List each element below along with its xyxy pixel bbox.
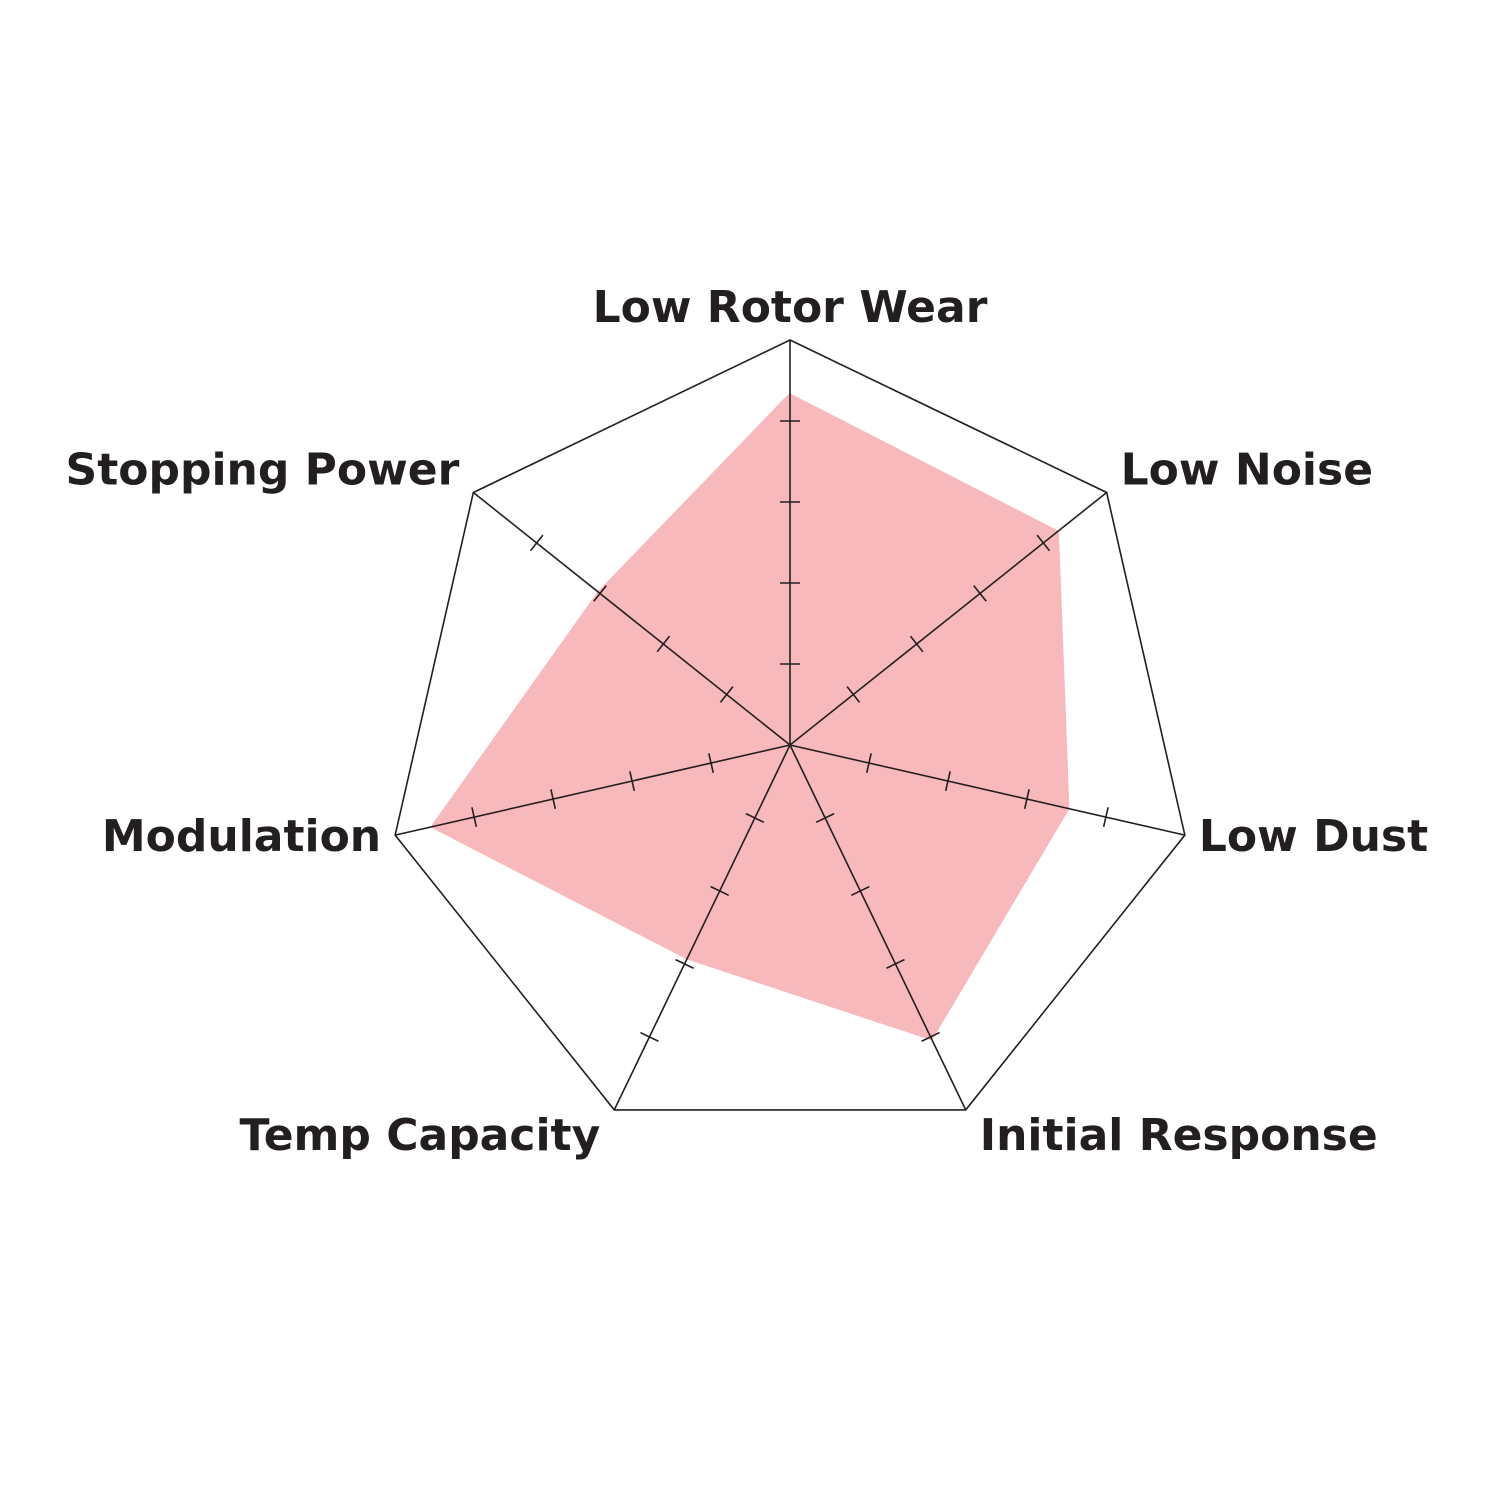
axis-label: Low Rotor Wear bbox=[593, 282, 988, 333]
axis-tick bbox=[846, 686, 861, 703]
axis-tick bbox=[719, 686, 734, 703]
axis-spoke bbox=[789, 491, 1108, 746]
data-area bbox=[431, 393, 1070, 1040]
axis-tick bbox=[675, 958, 694, 969]
axis-tick bbox=[1102, 807, 1109, 828]
axis-tick bbox=[593, 585, 607, 602]
axis-tick bbox=[708, 753, 715, 773]
axis-tick bbox=[656, 635, 671, 653]
axis-tick bbox=[1036, 534, 1051, 552]
axis-label: Low Dust bbox=[1199, 811, 1428, 862]
axis-tick bbox=[973, 585, 987, 602]
axis-tick bbox=[944, 771, 951, 791]
axis-label: Modulation bbox=[102, 811, 381, 862]
axis-tick bbox=[471, 807, 478, 828]
axis-tick bbox=[640, 1031, 659, 1042]
axis-label: Temp Capacity bbox=[240, 1110, 601, 1161]
axis-spoke bbox=[472, 491, 791, 746]
axis-tick bbox=[921, 1031, 940, 1042]
axis-tick bbox=[850, 885, 870, 897]
axis-tick bbox=[1023, 789, 1030, 809]
axis-spoke bbox=[394, 744, 791, 836]
axis-label: Low Noise bbox=[1121, 444, 1373, 495]
axis-tick bbox=[815, 812, 835, 824]
axis-tick bbox=[745, 812, 765, 824]
axis-label: Initial Response bbox=[980, 1110, 1378, 1161]
axis-tick bbox=[529, 534, 544, 552]
axis-spoke bbox=[789, 744, 1186, 836]
axis-tick bbox=[865, 753, 872, 773]
axis-tick bbox=[886, 958, 905, 969]
axis-spoke bbox=[789, 744, 967, 1111]
axis-label: Stopping Power bbox=[66, 444, 460, 495]
axis-tick bbox=[550, 789, 557, 809]
axis-tick bbox=[710, 885, 730, 897]
outer-frame bbox=[394, 339, 1186, 1111]
axis-tick bbox=[629, 771, 636, 791]
axis-tick bbox=[909, 635, 924, 653]
axis-spoke bbox=[613, 744, 791, 1111]
